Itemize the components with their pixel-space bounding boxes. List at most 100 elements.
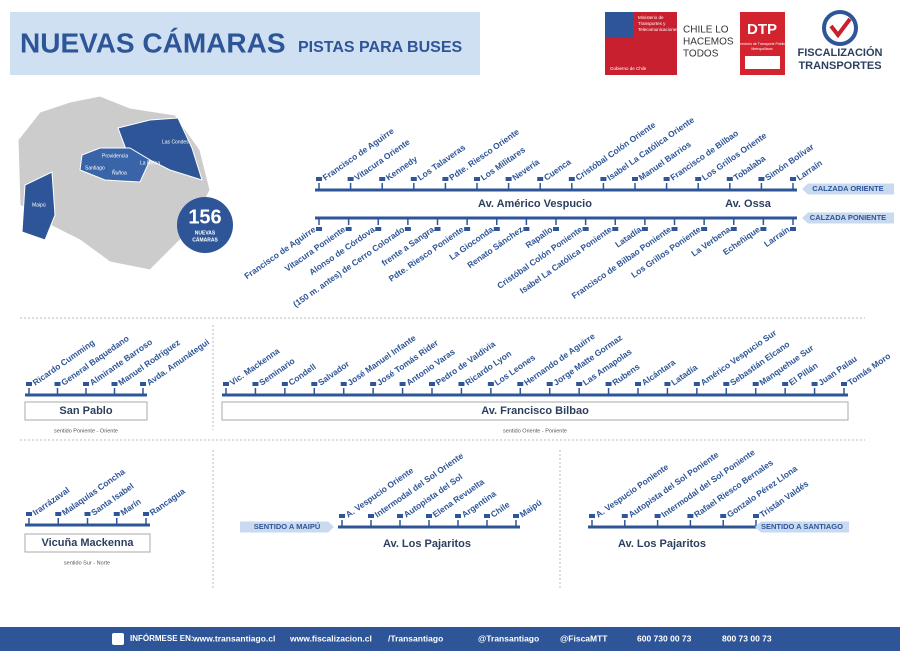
camera-icon xyxy=(375,227,382,231)
fisca-text: TRANSPORTES xyxy=(798,60,881,72)
badge-label: CÁMARAS xyxy=(192,236,218,243)
footer-band xyxy=(0,627,900,651)
header-band xyxy=(10,12,480,75)
camera-icon xyxy=(474,177,480,181)
camera-icon xyxy=(54,382,61,386)
note: sentido Oriente - Poniente xyxy=(503,428,567,434)
fisca-logo: FISCALIZACIÓN TRANSPORTES xyxy=(798,10,883,72)
commune: Maipú xyxy=(32,202,46,208)
footer-item[interactable]: @FiscaMTT xyxy=(560,633,608,643)
camera-icon xyxy=(370,382,377,386)
camera-icon xyxy=(143,512,149,516)
camera-icon xyxy=(790,227,796,231)
camera-icon xyxy=(641,227,648,231)
footer-item[interactable]: www.fiscalizacion.cl xyxy=(289,633,372,643)
direction-arrow xyxy=(755,521,849,533)
camera-icon xyxy=(671,227,678,231)
camera-icon xyxy=(345,227,352,231)
camera-icon xyxy=(695,177,702,181)
direction-label: CALZADA ORIENTE xyxy=(812,184,883,193)
camera-icon xyxy=(223,382,229,386)
camera-icon xyxy=(600,177,607,181)
camera-icon xyxy=(589,514,595,518)
stop-label: Larraín xyxy=(795,158,824,183)
camera-icon xyxy=(693,382,700,386)
camera-icon xyxy=(55,512,62,516)
camera-icon xyxy=(517,382,524,386)
camera-icon xyxy=(410,177,417,181)
badge xyxy=(177,197,233,253)
road-name: Av. Ossa xyxy=(725,198,772,210)
camera-icon xyxy=(605,382,612,386)
camera-icon xyxy=(505,177,512,181)
slogan: TODOS xyxy=(683,49,719,60)
direction-arrow xyxy=(240,521,334,533)
commune: Las Condes xyxy=(162,139,189,145)
camera-icon xyxy=(487,382,494,386)
direction-arrow xyxy=(802,212,894,224)
road-box xyxy=(24,533,151,553)
camera-icon xyxy=(811,382,818,386)
camera-icon xyxy=(663,177,670,181)
camera-icon xyxy=(726,177,733,181)
gob-logo: Ministerio de Transportes y Telecomunica… xyxy=(605,12,734,75)
camera-icon xyxy=(632,177,638,181)
camera-icon xyxy=(426,514,432,518)
camera-icon xyxy=(841,382,847,386)
footer-item[interactable]: www.transantiago.cl xyxy=(192,633,275,643)
gob-text: Ministerio de xyxy=(638,15,664,20)
camera-icon xyxy=(111,382,118,386)
road-box xyxy=(24,401,148,421)
footer-item[interactable]: /Transantiago xyxy=(388,633,443,643)
camera-icon xyxy=(730,227,737,231)
camera-icon xyxy=(311,382,318,386)
camera-icon xyxy=(790,177,796,181)
footer-label: INFÓRMESE EN: xyxy=(130,634,194,643)
road-name: Av. Francisco Bilbao xyxy=(481,405,589,417)
direction-label: CALZADA PONIENTE xyxy=(810,213,886,222)
camera-icon xyxy=(368,514,374,518)
camera-icon xyxy=(379,177,386,181)
camera-icon xyxy=(316,177,322,181)
road-name: San Pablo xyxy=(59,405,112,417)
stop-label: Marín xyxy=(118,496,142,517)
commune: Providencia xyxy=(102,153,128,159)
commune: Ñuñoa xyxy=(112,169,127,176)
dtp-sub: Metropolitano xyxy=(751,47,772,51)
camera-icon xyxy=(458,382,465,386)
badge-count: 156 xyxy=(188,206,221,228)
road-name: Av. Los Pajaritos xyxy=(383,538,471,550)
slogan: CHILE LO xyxy=(683,25,729,36)
gob-text: Gobierno de Chile xyxy=(610,66,647,71)
slogan: HACEMOS xyxy=(683,37,734,48)
camera-icon xyxy=(513,514,519,518)
camera-icon xyxy=(83,382,89,386)
dtp-sub: Directorio de Transporte Público xyxy=(737,42,787,46)
footer-item[interactable]: @Transantiago xyxy=(478,633,539,643)
camera-icon xyxy=(434,227,441,231)
camera-icon xyxy=(429,382,435,386)
title: NUEVAS CÁMARAS xyxy=(20,27,286,58)
note: sentido Sur - Norte xyxy=(64,560,110,566)
camera-icon xyxy=(84,512,91,516)
camera-icon xyxy=(635,382,641,386)
footer-item: 600 730 00 73 xyxy=(637,633,692,643)
camera-icon xyxy=(752,382,759,386)
camera-icon xyxy=(26,382,32,386)
subtitle: PISTAS PARA BUSES xyxy=(298,39,463,56)
camera-icon xyxy=(399,382,406,386)
camera-icon xyxy=(621,514,628,518)
camera-icon xyxy=(455,514,461,518)
info-icon xyxy=(112,633,124,645)
footer-item: 800 73 00 73 xyxy=(722,633,772,643)
fisca-text: FISCALIZACIÓN xyxy=(798,46,883,59)
camera-icon xyxy=(687,514,694,518)
camera-icon xyxy=(582,227,589,231)
camera-icon xyxy=(493,227,500,231)
camera-icon xyxy=(753,514,759,518)
camera-icon xyxy=(339,514,345,518)
map xyxy=(17,95,211,271)
camera-icon xyxy=(537,177,544,181)
camera-icon xyxy=(397,514,403,518)
